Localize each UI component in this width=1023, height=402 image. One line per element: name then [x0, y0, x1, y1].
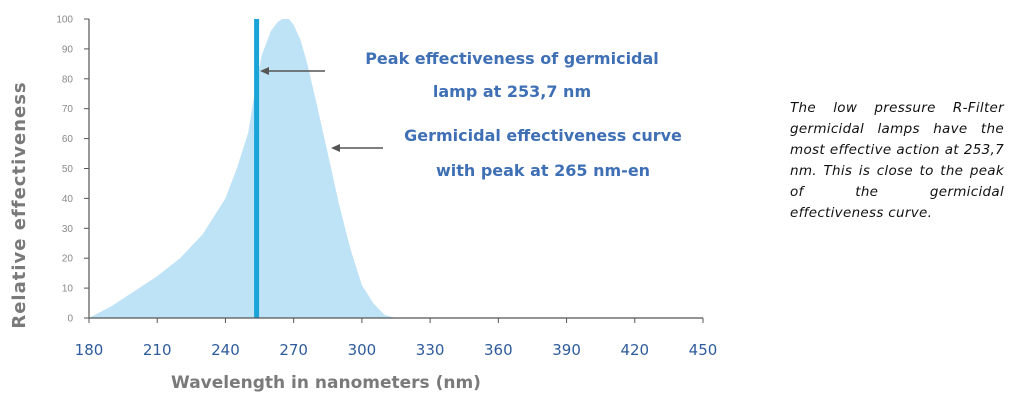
y-tick-label: 30	[62, 224, 74, 235]
y-tick-label: 70	[62, 104, 74, 115]
y-tick-label: 20	[62, 254, 74, 265]
x-tick-label: 210	[143, 341, 172, 359]
y-tick-label: 60	[62, 134, 74, 145]
y-tick-label: 40	[62, 194, 74, 205]
annotations: Peak effectiveness of germicidal lamp at…	[260, 49, 682, 180]
plot-area: 0 10 20 30 40 50 60 70 80 90 100 180 210 240 270 300 330…	[56, 15, 717, 360]
y-axis-label: Relative effectiveness	[9, 81, 30, 328]
x-tick-label: 420	[620, 341, 649, 359]
annotation-curve-line2: with peak at 265 nm-en	[436, 161, 650, 180]
y-tick-label: 50	[62, 164, 74, 175]
x-tick-label: 450	[689, 341, 718, 359]
x-tick-label: 270	[279, 341, 308, 359]
x-axis-label: Wavelength in nanometers (nm)	[171, 373, 481, 393]
x-tick-label: 360	[484, 341, 513, 359]
lamp-peak-line	[254, 19, 260, 318]
annotation-peak-arrowhead	[260, 67, 269, 75]
x-tick-label: 180	[75, 341, 104, 359]
x-tick-label: 330	[416, 341, 445, 359]
y-tick-label: 80	[62, 74, 74, 85]
x-tick-label: 390	[552, 341, 581, 359]
side-note: The low pressure R-Filter germicidal lam…	[790, 100, 1004, 221]
annotation-peak-line2: lamp at 253,7 nm	[433, 82, 591, 101]
x-tick-label: 240	[211, 341, 240, 359]
x-tick-label: 300	[348, 341, 377, 359]
annotation-curve-line1: Germicidal effectiveness curve	[404, 126, 682, 145]
y-tick-label: 0	[67, 314, 73, 325]
y-tick-label: 10	[62, 284, 74, 295]
effectiveness-area	[89, 19, 396, 318]
y-tick-label: 90	[62, 44, 74, 55]
annotation-curve-arrowhead	[331, 144, 340, 152]
y-tick-label: 100	[56, 15, 73, 26]
annotation-peak-line1: Peak effectiveness of germicidal	[365, 49, 659, 68]
